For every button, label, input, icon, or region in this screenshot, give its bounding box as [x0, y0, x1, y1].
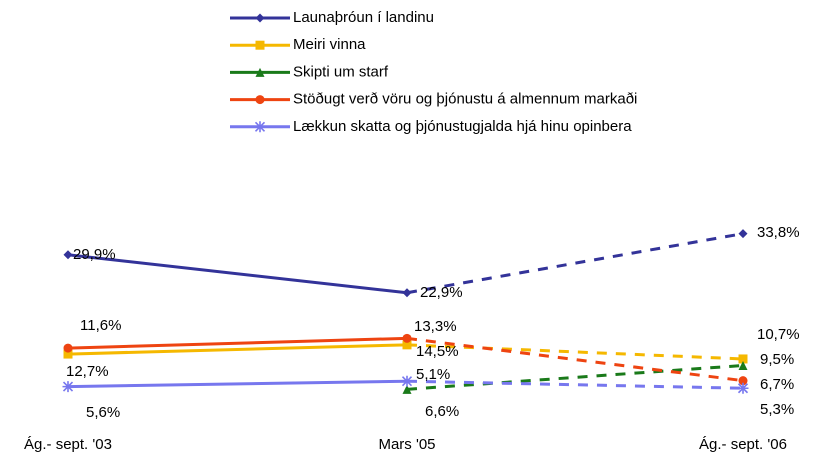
- data-label: 12,7%: [66, 363, 109, 380]
- series-line: [67, 379, 408, 389]
- series-line: [406, 379, 744, 390]
- marker: [63, 349, 73, 359]
- x-tick-label: Mars '05: [378, 436, 435, 453]
- x-tick-label: Ág.- sept. '06: [699, 436, 787, 453]
- data-label: 11,6%: [80, 317, 121, 334]
- marker: [255, 95, 265, 105]
- marker: [255, 40, 265, 50]
- marker: [401, 375, 413, 387]
- legend-label: Launaþróun í landinu: [293, 9, 434, 26]
- marker: [738, 360, 748, 370]
- data-label: 5,1%: [416, 366, 450, 383]
- x-tick-label: Ág.- sept. '03: [24, 436, 112, 453]
- marker: [254, 121, 266, 133]
- legend-label: Meiri vinna: [293, 36, 366, 53]
- marker: [738, 376, 748, 386]
- data-label: 14,5%: [416, 343, 459, 360]
- marker: [402, 340, 412, 350]
- marker: [62, 381, 74, 393]
- data-label: 13,3%: [414, 318, 457, 335]
- series-line: [67, 336, 408, 350]
- legend-label: Skipti um starf: [293, 63, 389, 80]
- data-label: 33,8%: [757, 224, 800, 241]
- data-label: 5,3%: [760, 401, 794, 418]
- marker: [738, 229, 748, 239]
- data-label: 10,7%: [757, 326, 800, 343]
- marker: [737, 382, 749, 394]
- data-label: 5,6%: [86, 404, 120, 421]
- marker: [255, 13, 265, 23]
- marker: [402, 288, 412, 298]
- marker: [63, 343, 73, 353]
- data-label: 22,9%: [420, 284, 463, 301]
- data-label: 29,9%: [73, 246, 116, 263]
- marker: [402, 333, 412, 343]
- series-line: [67, 343, 408, 356]
- data-label: 9,5%: [760, 351, 794, 368]
- data-label: 6,7%: [760, 376, 794, 393]
- legend-label: Lækkun skatta og þjónustugjalda hjá hinu…: [293, 118, 632, 135]
- legend-label: Stöðugt verð vöru og þjónustu á almennum…: [293, 91, 637, 108]
- marker: [63, 250, 73, 260]
- data-label: 6,6%: [425, 403, 459, 420]
- marker: [402, 384, 412, 394]
- series-line: [67, 253, 408, 295]
- marker: [738, 354, 748, 364]
- marker: [255, 67, 265, 77]
